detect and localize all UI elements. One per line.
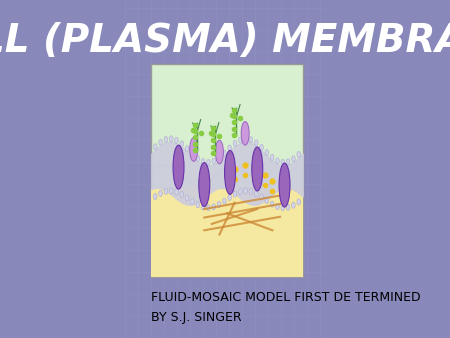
Circle shape — [223, 198, 226, 204]
Circle shape — [207, 160, 210, 166]
Circle shape — [191, 151, 194, 157]
Ellipse shape — [279, 163, 290, 207]
Circle shape — [292, 156, 295, 162]
Circle shape — [159, 139, 162, 145]
Circle shape — [244, 136, 248, 142]
Ellipse shape — [190, 138, 198, 161]
Text: BY S.J. SINGER: BY S.J. SINGER — [151, 311, 242, 324]
Circle shape — [281, 159, 284, 165]
Circle shape — [175, 189, 178, 195]
Circle shape — [153, 193, 157, 199]
Circle shape — [292, 202, 295, 208]
Circle shape — [201, 159, 205, 165]
Circle shape — [212, 204, 216, 210]
Circle shape — [185, 195, 189, 201]
Circle shape — [185, 146, 189, 152]
Circle shape — [260, 144, 263, 150]
Circle shape — [254, 140, 258, 146]
Circle shape — [265, 198, 269, 204]
Circle shape — [286, 204, 290, 210]
Ellipse shape — [241, 121, 249, 145]
Circle shape — [159, 190, 162, 196]
Circle shape — [191, 198, 194, 204]
Circle shape — [153, 144, 157, 150]
Circle shape — [233, 191, 237, 197]
Circle shape — [249, 189, 253, 195]
Ellipse shape — [216, 140, 223, 164]
Circle shape — [175, 137, 178, 143]
Circle shape — [180, 141, 184, 147]
Circle shape — [217, 201, 221, 208]
Ellipse shape — [225, 150, 235, 194]
Circle shape — [265, 149, 269, 155]
Circle shape — [180, 191, 184, 197]
Circle shape — [270, 154, 274, 161]
Text: FLUID-MOSAIC MODEL FIRST DE TERMINED: FLUID-MOSAIC MODEL FIRST DE TERMINED — [151, 291, 421, 304]
Circle shape — [238, 189, 242, 195]
FancyBboxPatch shape — [151, 64, 303, 277]
FancyBboxPatch shape — [126, 0, 324, 338]
Circle shape — [207, 205, 210, 211]
Circle shape — [164, 137, 168, 143]
Circle shape — [233, 140, 237, 146]
Circle shape — [238, 137, 242, 143]
Circle shape — [223, 150, 226, 156]
Circle shape — [169, 188, 173, 194]
Circle shape — [270, 201, 274, 207]
Circle shape — [169, 136, 173, 142]
Ellipse shape — [199, 163, 210, 207]
Circle shape — [196, 155, 199, 162]
Circle shape — [196, 202, 199, 208]
Circle shape — [286, 159, 290, 165]
Circle shape — [276, 158, 279, 164]
Circle shape — [244, 188, 248, 194]
Circle shape — [260, 194, 263, 200]
Circle shape — [212, 158, 216, 164]
Circle shape — [297, 199, 301, 205]
Circle shape — [228, 145, 231, 151]
Circle shape — [164, 188, 168, 194]
Bar — [151, 188, 303, 277]
Ellipse shape — [173, 145, 184, 189]
Circle shape — [254, 191, 258, 197]
Circle shape — [217, 155, 221, 161]
Circle shape — [228, 194, 231, 200]
Ellipse shape — [252, 147, 263, 191]
Circle shape — [249, 137, 253, 143]
Circle shape — [276, 203, 279, 210]
Circle shape — [281, 205, 284, 211]
Circle shape — [201, 204, 205, 210]
Circle shape — [297, 151, 301, 158]
Text: CELL (PLASMA) MEMBRANE: CELL (PLASMA) MEMBRANE — [0, 22, 450, 59]
